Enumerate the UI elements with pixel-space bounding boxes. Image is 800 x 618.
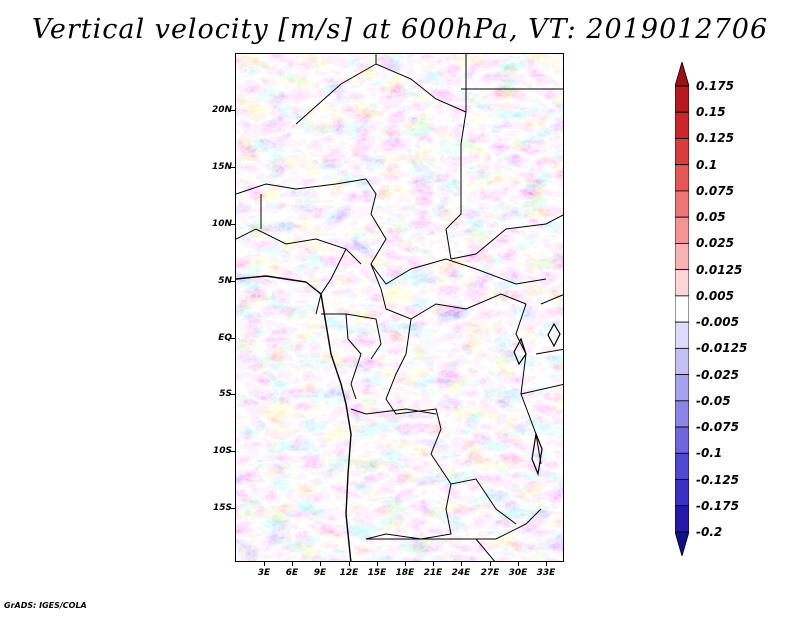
grads-credit: GrADS: IGES/COLA [4,601,87,610]
colorbar-tick-label: -0.0125 [696,341,748,356]
colorbar-tick-label: -0.05 [696,393,731,408]
lon-label-12e: 12E [339,568,359,578]
lon-tick [546,562,547,566]
colorbar-tick-label: 0.125 [696,131,734,146]
lat-label-20n: 20N [211,105,232,115]
country-borders [236,54,563,561]
lon-label-33e: 33E [536,568,556,578]
lon-label-27e: 27E [480,568,500,578]
lon-label-21e: 21E [423,568,443,578]
colorbar [675,62,689,556]
lat-tick [231,451,235,452]
lon-tick [349,562,350,566]
map-field-svg [236,54,563,561]
lon-label-15e: 15E [367,568,387,578]
lat-label-5s: 5S [219,389,232,399]
colorbar-tick-label: 0.15 [696,105,726,120]
lat-tick [231,224,235,225]
lon-tick [461,562,462,566]
lat-tick [231,110,235,111]
velocity-field-texture [236,54,563,561]
colorbar-tick-label: -0.025 [696,367,739,382]
colorbar-bin [675,374,689,402]
colorbar-bin [675,295,689,323]
lon-label-6e: 6E [285,568,299,578]
lon-tick [490,562,491,566]
lat-tick [231,167,235,168]
colorbar-tick-label: -0.2 [696,525,723,539]
colorbar-bin [675,216,689,244]
colorbar-bin [675,269,689,297]
colorbar-tick-label: 0.005 [696,288,734,303]
colorbar-bin [675,321,689,349]
colorbar-bin [675,426,689,454]
lon-label-9e: 9E [313,568,327,578]
lat-label-15s: 15S [212,503,232,513]
lon-tick [377,562,378,566]
lon-tick [320,562,321,566]
colorbar-tick-label: 0.075 [696,183,734,198]
lon-label-30e: 30E [508,568,528,578]
colorbar-tick-label: 0.05 [696,210,726,225]
colorbar-bin [675,452,689,480]
colorbar-bottom-cap [675,531,689,556]
lat-tick [231,508,235,509]
colorbar-bin [675,505,689,533]
lat-label-5n: 5N [218,276,232,286]
colorbar-bin [675,400,689,428]
colorbar-tick-label: 0.025 [696,236,734,251]
colorbar-tick-label: -0.175 [696,498,739,513]
colorbar-tick-label: -0.125 [696,472,739,487]
colorbar-bin [675,190,689,218]
lat-label-10s: 10S [212,446,232,456]
colorbar-tick-label: -0.1 [696,446,723,461]
lon-label-24e: 24E [451,568,471,578]
colorbar-bin [675,85,689,113]
colorbar-bin [675,347,689,375]
lat-tick [231,338,235,339]
lat-label-eq: EQ [218,333,232,343]
map-title: Vertical velocity [m/s] at 600hPa, VT: 2… [31,14,769,45]
lon-label-18e: 18E [395,568,415,578]
colorbar-bin [675,111,689,139]
lon-tick [405,562,406,566]
lon-tick [264,562,265,566]
lon-tick [518,562,519,566]
colorbar-bin [675,164,689,192]
lat-tick [231,281,235,282]
colorbar-tick-label: 0.1 [696,157,718,172]
lon-label-3e: 3E [257,568,271,578]
colorbar-bin [675,243,689,271]
vertical-velocity-map [235,53,564,562]
colorbar-tick-label: 0.0125 [696,262,743,277]
colorbar-top-cap [675,62,689,87]
colorbar-tick-label: 0.175 [696,79,734,93]
colorbar-bin [675,479,689,507]
lon-tick [292,562,293,566]
lat-label-10n: 10N [211,219,232,229]
lon-tick [433,562,434,566]
colorbar-bin [675,138,689,166]
lat-label-15n: 15N [211,162,232,172]
lat-tick [231,394,235,395]
colorbar-tick-label: -0.075 [696,420,739,435]
colorbar-tick-label: -0.005 [696,315,739,330]
